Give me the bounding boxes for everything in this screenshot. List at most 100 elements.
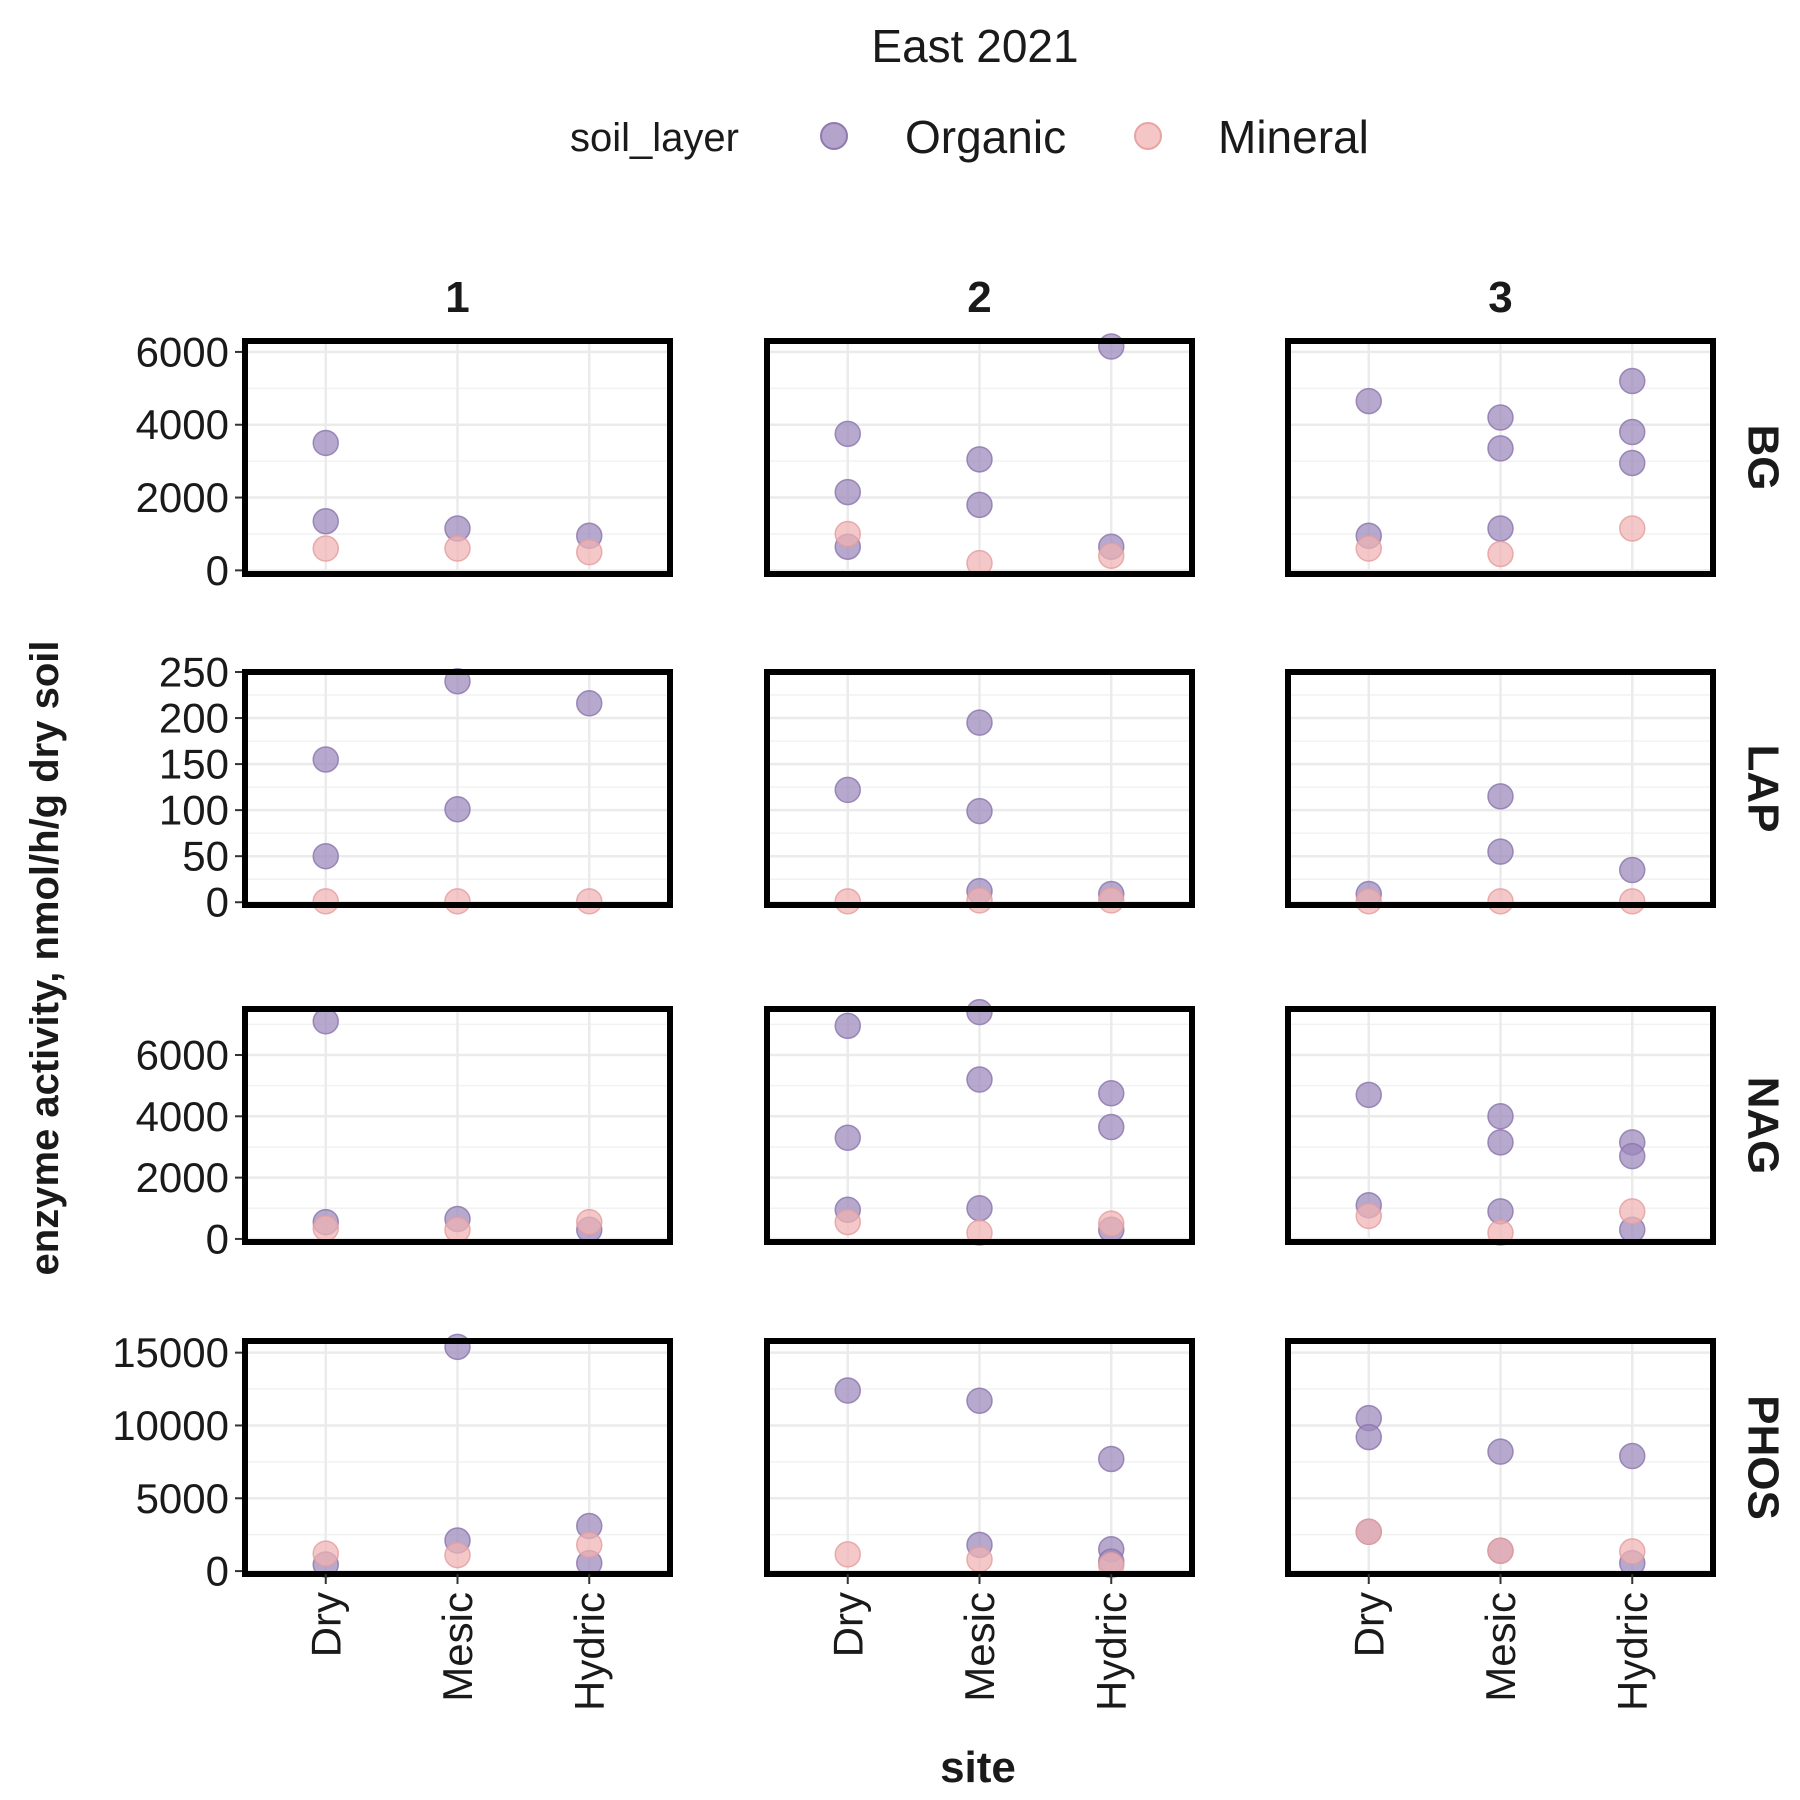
point-organic (966, 1195, 993, 1222)
y-tick-label: 150 (159, 741, 229, 788)
facet-panel (764, 333, 1195, 577)
point-organic (966, 709, 993, 736)
point-organic (1355, 387, 1382, 415)
panel-border (1285, 338, 1716, 577)
point-organic (1619, 856, 1646, 884)
y-tick-label: 0 (206, 1215, 229, 1262)
y-tick-label: 2000 (136, 1154, 229, 1201)
point-organic (312, 1008, 339, 1035)
row-strip-label: NAG (1739, 1077, 1788, 1175)
point-mineral (576, 1208, 603, 1236)
legend-title: soil_layer (570, 116, 739, 160)
column-strip-label: 1 (445, 273, 469, 322)
point-mineral (444, 888, 471, 915)
point-organic (312, 429, 339, 457)
point-mineral (312, 535, 339, 562)
panel-border (764, 338, 1195, 577)
point-mineral (576, 888, 603, 915)
point-mineral (966, 1546, 993, 1573)
x-tick-label: Dry (1345, 1592, 1392, 1657)
point-organic (1487, 838, 1514, 865)
facet-panel (1285, 338, 1716, 577)
point-organic (966, 1066, 993, 1093)
point-mineral (966, 887, 993, 914)
point-organic (1487, 404, 1514, 431)
point-organic (1098, 333, 1125, 360)
point-mineral (1355, 1202, 1382, 1230)
y-tick-label: 250 (159, 649, 229, 696)
point-mineral (1619, 1538, 1646, 1565)
x-tick-label: Dry (824, 1592, 871, 1657)
point-organic (1487, 515, 1514, 542)
x-tick-label: Mesic (956, 1592, 1003, 1702)
legend-key-organic (820, 122, 848, 150)
y-axis-title: enzyme activity, nmol/h/g dry soil (23, 641, 67, 1276)
point-organic (1619, 418, 1646, 446)
point-mineral (1355, 1518, 1382, 1546)
point-mineral (444, 1541, 471, 1569)
point-organic (966, 998, 993, 1026)
point-mineral (312, 1540, 339, 1567)
legend-key-mineral (1134, 122, 1162, 150)
facet-panel (1285, 1006, 1716, 1247)
point-organic (312, 746, 339, 773)
y-tick-label: 50 (182, 833, 229, 880)
point-organic (1619, 1442, 1646, 1470)
point-organic (1098, 1080, 1125, 1107)
y-tick-label: 4000 (136, 1093, 229, 1140)
point-organic (834, 1377, 861, 1404)
point-mineral (444, 1216, 471, 1243)
y-tick-label: 0 (206, 1548, 229, 1595)
x-tick-label: Dry (302, 1592, 349, 1657)
point-organic (834, 420, 861, 448)
x-tick-label: Mesic (434, 1592, 481, 1702)
point-organic (1619, 367, 1646, 395)
point-mineral (834, 888, 861, 915)
column-strip-label: 2 (967, 273, 991, 322)
facet-panel (242, 1006, 673, 1245)
point-organic (1355, 1081, 1382, 1109)
panel-border (242, 1006, 673, 1245)
point-mineral (1098, 887, 1125, 914)
point-mineral (1619, 1198, 1646, 1225)
point-organic (1098, 1113, 1125, 1141)
point-mineral (1355, 535, 1382, 562)
y-tick-label: 4000 (136, 401, 229, 448)
point-organic (1619, 1142, 1646, 1170)
y-tick-label: 6000 (136, 1031, 229, 1078)
row-strip-label: LAP (1739, 745, 1788, 833)
facet-panel (764, 998, 1195, 1247)
point-organic (966, 446, 993, 473)
row-strip-label: BG (1739, 425, 1788, 491)
facet-panel (242, 667, 673, 915)
point-mineral (312, 888, 339, 915)
point-mineral (1098, 1210, 1125, 1237)
facet-grid: 1 2 3BG0200040006000LAP050100150200250NAG0… (112, 273, 1787, 1711)
y-tick-label: 6000 (136, 328, 229, 375)
y-tick-label: 0 (206, 879, 229, 926)
point-organic (834, 1012, 861, 1040)
point-organic (966, 797, 993, 825)
y-tick-label: 0 (206, 547, 229, 594)
y-tick-label: 5000 (136, 1475, 229, 1522)
point-mineral (312, 1214, 339, 1242)
point-organic (1619, 449, 1646, 477)
chart-title: East 2021 (871, 20, 1078, 72)
point-mineral (1619, 888, 1646, 915)
point-organic (1487, 1103, 1514, 1130)
point-organic (1098, 1445, 1125, 1473)
point-organic (312, 507, 339, 535)
point-mineral (1619, 515, 1646, 542)
point-organic (966, 1387, 993, 1414)
row-strip-label: PHOS (1739, 1395, 1788, 1520)
point-organic (444, 795, 471, 823)
y-tick-label: 10000 (112, 1402, 229, 1449)
facet-panel (242, 338, 673, 577)
point-mineral (1355, 888, 1382, 915)
legend: soil_layer Organic Mineral (570, 111, 1369, 163)
point-mineral (444, 535, 471, 562)
point-organic (1487, 1129, 1514, 1156)
panel-border (1285, 669, 1716, 908)
